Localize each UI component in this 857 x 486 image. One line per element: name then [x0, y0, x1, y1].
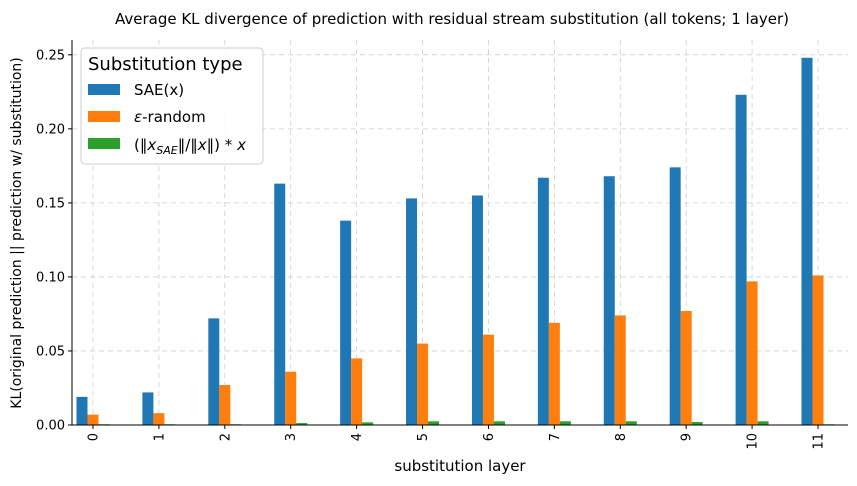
bar-series0-layer2 [208, 318, 220, 425]
bar-series0-layer10 [735, 94, 747, 425]
bar-series1-layer4 [351, 358, 363, 425]
y-tick-label: 0.00 [36, 419, 65, 434]
y-tick-label: 0.10 [36, 270, 65, 285]
legend-swatch-random [88, 111, 120, 122]
bar-series0-layer1 [142, 392, 154, 425]
bar-series1-layer0 [87, 414, 99, 425]
bar-series1-layer2 [219, 385, 231, 425]
bar-series0-layer3 [274, 183, 286, 425]
legend: Substitution type SAE(x) ε-random (‖xSAE… [80, 47, 264, 165]
legend-frame [80, 47, 264, 165]
x-tick-label: 6 [482, 433, 497, 441]
legend-label-sae: SAE(x) [134, 81, 184, 99]
y-tick-label: 0.25 [36, 48, 65, 63]
y-axis-title: KL(original prediction || prediction w/ … [9, 57, 25, 408]
x-tick-label: 3 [284, 433, 299, 441]
bar-series0-layer0 [76, 396, 88, 425]
bar-series1-layer8 [614, 315, 626, 425]
x-tick-label: 4 [350, 433, 365, 441]
bar-series1-layer5 [417, 343, 429, 425]
bar-series2-layer9 [691, 422, 703, 425]
bar-series1-layer1 [153, 413, 165, 425]
legend-title: Substitution type [88, 54, 243, 75]
bar-series0-layer6 [471, 195, 483, 425]
bar-series0-layer5 [406, 198, 418, 425]
bar-series0-layer8 [603, 176, 615, 425]
bar-series1-layer9 [680, 310, 692, 425]
x-tick-label: 0 [87, 433, 102, 441]
x-tick-label: 5 [416, 433, 431, 441]
bar-series1-layer3 [285, 371, 297, 425]
x-tick-label: 8 [614, 433, 629, 441]
bar-series1-layer10 [746, 281, 758, 425]
legend-swatch-norm [88, 138, 120, 149]
bar-series2-layer6 [493, 421, 505, 425]
bar-series2-layer5 [428, 421, 440, 425]
y-tick-label: 0.20 [36, 122, 65, 137]
y-tick-label: 0.15 [36, 196, 65, 211]
x-tick-label: 7 [548, 433, 563, 441]
bar-series1-layer6 [482, 334, 494, 425]
bar-series0-layer7 [537, 177, 549, 425]
x-axis-title: substitution layer [394, 457, 526, 475]
bar-series0-layer4 [340, 220, 352, 425]
bar-series2-layer4 [362, 422, 374, 425]
x-tick-label: 11 [812, 433, 827, 450]
chart-title: Average KL divergence of prediction with… [115, 10, 789, 28]
bar-series2-layer3 [296, 423, 308, 425]
x-tick-label: 9 [680, 433, 695, 441]
x-tick-label: 1 [152, 433, 167, 441]
bars [76, 57, 835, 426]
legend-label-norm: (‖xSAE‖/‖x‖) * x [134, 136, 246, 157]
legend-swatch-sae [88, 84, 120, 95]
x-tick-label: 10 [746, 433, 761, 450]
bar-series1-layer11 [812, 275, 824, 425]
y-tick-label: 0.05 [36, 344, 65, 359]
legend-label-random: ε-random [134, 108, 206, 126]
x-ticks: 0 1 2 3 4 5 6 7 8 9 10 11 [87, 425, 827, 450]
y-ticks: 0.00 0.05 0.10 0.15 0.20 0.25 [36, 48, 72, 434]
x-tick-label: 2 [218, 433, 233, 441]
bar-series2-layer10 [757, 421, 769, 425]
bar-series0-layer11 [801, 57, 813, 426]
bar-series0-layer9 [669, 167, 681, 425]
bar-series2-layer8 [625, 421, 637, 425]
bar-series2-layer7 [559, 421, 571, 425]
bar-series1-layer7 [548, 322, 560, 425]
